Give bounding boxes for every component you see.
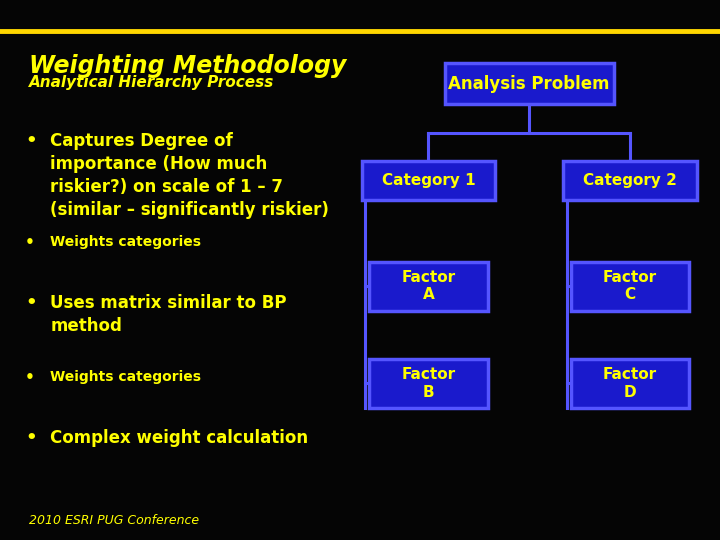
FancyBboxPatch shape [571,359,690,408]
Text: Analysis Problem: Analysis Problem [449,75,610,93]
Text: Weights categories: Weights categories [50,370,202,384]
Text: •: • [25,235,35,250]
Text: Factor
A: Factor A [401,270,456,302]
Text: •: • [25,132,37,150]
Text: Factor
C: Factor C [603,270,657,302]
Text: Category 2: Category 2 [583,173,677,188]
FancyBboxPatch shape [369,262,488,310]
Text: Uses matrix similar to BP
method: Uses matrix similar to BP method [50,294,287,335]
Text: Weights categories: Weights categories [50,235,202,249]
Text: Factor
D: Factor D [603,367,657,400]
Text: •: • [25,429,37,447]
Text: Weighting Methodology: Weighting Methodology [29,54,346,78]
Text: Complex weight calculation: Complex weight calculation [50,429,309,447]
FancyBboxPatch shape [563,161,697,200]
Text: Factor
B: Factor B [401,367,456,400]
FancyBboxPatch shape [571,262,690,310]
Text: Analytical Hierarchy Process: Analytical Hierarchy Process [29,75,274,90]
Text: Captures Degree of
importance (How much
riskier?) on scale of 1 – 7
(similar – s: Captures Degree of importance (How much … [50,132,329,219]
Text: •: • [25,294,37,312]
Text: •: • [25,370,35,385]
FancyBboxPatch shape [369,359,488,408]
FancyBboxPatch shape [361,161,495,200]
FancyBboxPatch shape [444,64,613,104]
Text: Category 1: Category 1 [382,173,475,188]
Text: 2010 ESRI PUG Conference: 2010 ESRI PUG Conference [29,514,199,526]
